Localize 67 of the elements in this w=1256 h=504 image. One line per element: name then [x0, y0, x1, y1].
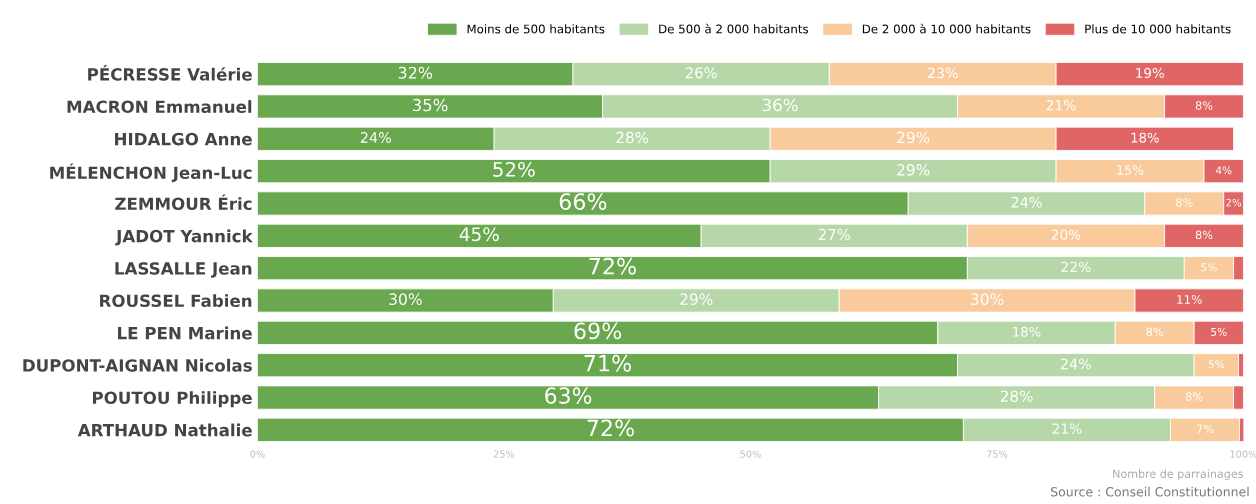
- y-tick-label: ROUSSEL Fabien: [100, 294, 252, 308]
- data-label: 23%: [927, 67, 958, 79]
- data-label: 18%: [1013, 326, 1041, 337]
- y-tick-label: DUPONT-AIGNAN Nicolas: [23, 358, 252, 372]
- data-label: 63%: [545, 387, 592, 404]
- data-label: 52%: [493, 161, 535, 177]
- data-label: 28%: [616, 131, 649, 144]
- data-label: 8%: [1185, 392, 1203, 401]
- data-label: 69%: [574, 322, 622, 340]
- y-tick-label: HIDALGO Anne: [115, 132, 252, 146]
- data-label: 24%: [1011, 196, 1042, 208]
- data-label: 19%: [1136, 67, 1164, 79]
- data-label: 36%: [762, 98, 798, 112]
- data-label: 11%: [1177, 294, 1202, 304]
- data-label: 21%: [1052, 423, 1082, 434]
- data-label: 18%: [1131, 132, 1159, 143]
- data-label: 15%: [1117, 165, 1144, 175]
- data-label: 20%: [1051, 229, 1081, 240]
- data-label: 27%: [818, 228, 851, 241]
- data-label: 5%: [1208, 360, 1225, 369]
- source-note: Source : Conseil Constitutionnel: [1051, 486, 1249, 497]
- data-label: 72%: [589, 257, 636, 275]
- legend-label: Plus de 10 000 habitants: [1085, 24, 1231, 34]
- data-label: 24%: [360, 132, 391, 143]
- data-label: 30%: [970, 293, 1004, 306]
- x-tick-label: 0%: [250, 450, 265, 458]
- x-tick-label: 100%: [1230, 450, 1256, 458]
- data-label: 45%: [459, 227, 499, 242]
- x-tick-label: 50%: [740, 450, 761, 458]
- data-label: 5%: [1201, 263, 1217, 272]
- data-label: 4%: [1215, 166, 1232, 175]
- data-label: 32%: [398, 66, 433, 79]
- legend-label: Moins de 500 habitants: [467, 24, 605, 34]
- data-label: 71%: [584, 354, 631, 372]
- data-label: 8%: [1195, 230, 1213, 240]
- data-label: 22%: [1061, 261, 1091, 273]
- y-tick-label: LE PEN Marine: [118, 326, 252, 340]
- data-label: 30%: [389, 293, 422, 306]
- data-label: 24%: [1060, 358, 1092, 370]
- x-axis-title: Nombre de parrainages: [1113, 469, 1243, 481]
- legend-label: De 500 à 2 000 habitants: [659, 23, 809, 34]
- data-label: 29%: [680, 293, 713, 305]
- data-label: 8%: [1195, 101, 1213, 110]
- data-label: 29%: [897, 163, 930, 176]
- x-tick-label: 75%: [986, 450, 1008, 458]
- data-label: 28%: [1000, 390, 1033, 402]
- data-label: 2%: [1226, 198, 1242, 207]
- data-label: 26%: [685, 67, 717, 79]
- x-tick-label: 25%: [493, 450, 515, 458]
- y-tick-label: LASSALLE Jean: [115, 262, 252, 278]
- data-label: 35%: [412, 98, 448, 112]
- y-tick-label: ZEMMOUR Éric: [115, 194, 252, 211]
- data-label: 8%: [1176, 198, 1193, 207]
- legend-label: De 2 000 à 10 000 habitants: [862, 23, 1031, 34]
- data-label: 5%: [1211, 327, 1227, 336]
- y-tick-label: ARTHAUD Nathalie: [77, 423, 252, 437]
- data-label: 29%: [897, 131, 930, 144]
- y-tick-label: PÉCRESSE Valérie: [88, 65, 252, 81]
- data-label: 72%: [587, 419, 634, 437]
- y-tick-label: POUTOU Philippe: [92, 391, 252, 408]
- data-label: 7%: [1197, 424, 1214, 434]
- y-tick-label: JADOT Yannick: [115, 229, 253, 246]
- data-label: 66%: [559, 193, 607, 210]
- y-tick-label: MACRON Emmanuel: [67, 100, 252, 114]
- data-label: 21%: [1046, 100, 1076, 111]
- y-tick-label: MÉLENCHON Jean-Luc: [50, 163, 252, 183]
- data-label: 8%: [1146, 327, 1164, 337]
